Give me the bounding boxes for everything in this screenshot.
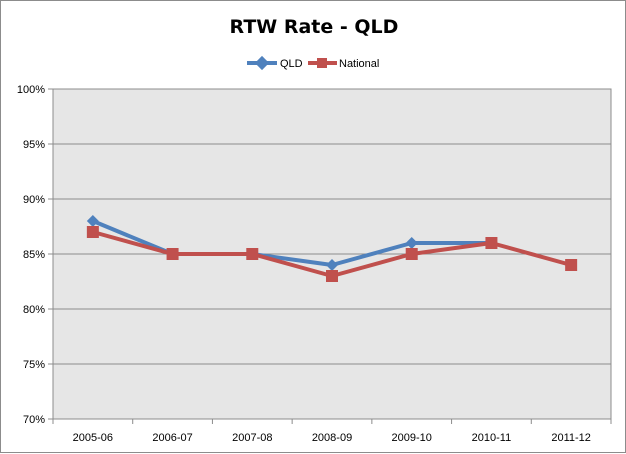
point-national-2010-11 [485, 237, 498, 249]
legend-item-national: National [308, 58, 379, 70]
point-national-2006-07 [166, 248, 179, 260]
legend-swatch-national-marker [317, 58, 327, 68]
x-tick-label-2009-10: 2009-10 [392, 432, 432, 444]
point-national-2008-09 [326, 270, 338, 282]
point-national-2009-10 [405, 248, 418, 260]
legend-label-national: National [339, 58, 379, 70]
legend-item-qld: QLD [247, 55, 303, 71]
axes: 70% 75% 80% 85% 90% 95% 100% 2005-06 2006-07 2007… [17, 84, 612, 444]
point-qld-2008-09 [326, 259, 338, 271]
y-tick-label-75: 75% [23, 359, 45, 371]
x-tick-label-2010-11: 2010-11 [472, 432, 512, 444]
y-tick-label-95: 95% [23, 139, 45, 151]
y-tick-label-80: 80% [23, 304, 45, 316]
point-qld-2009-10 [405, 237, 418, 249]
legend-swatch-qld-marker [254, 55, 270, 71]
point-national-2011-12 [565, 259, 578, 271]
y-tick-label-70: 70% [23, 414, 45, 426]
x-tick-label-2005-06: 2005-06 [73, 432, 113, 444]
x-tick-label-2006-07: 2006-07 [152, 432, 192, 444]
legend-label-qld: QLD [280, 58, 303, 70]
y-tick-label-85: 85% [23, 249, 45, 261]
x-tick-label-2007-08: 2007-08 [232, 432, 272, 444]
point-national-2005-06 [86, 226, 99, 238]
y-tick-label-100: 100% [17, 84, 45, 96]
x-tick-label-2008-09: 2008-09 [312, 432, 352, 444]
legend: QLD National [247, 55, 379, 71]
chart-title: RTW Rate - QLD [230, 16, 399, 38]
gridlines [53, 143, 611, 365]
point-national-2007-08 [246, 248, 259, 260]
y-tick-label-90: 90% [23, 194, 45, 206]
series-layer [86, 215, 578, 282]
point-qld-2005-06 [86, 215, 99, 227]
x-tick-label-2011-12: 2011-12 [551, 432, 591, 444]
